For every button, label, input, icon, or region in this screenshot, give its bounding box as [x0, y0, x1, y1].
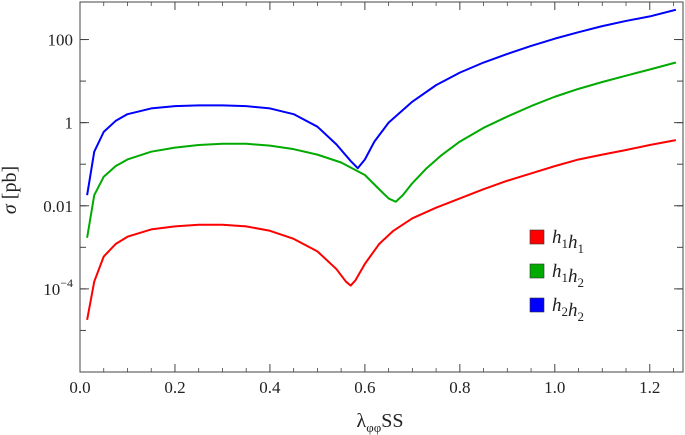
legend-swatch	[529, 297, 545, 313]
y-tick-label: 0.01	[43, 197, 73, 216]
legend-swatch	[529, 263, 545, 279]
series-group	[86, 8, 677, 321]
axis-ticks: 0.0 0.2 0.4 0.6 0.8 1.0 1.2 100 1 0.01 10−4	[43, 2, 683, 397]
x-tick-label: 1.2	[639, 378, 660, 397]
x-tick-label: 0.2	[164, 378, 185, 397]
x-tick-label: 0.4	[259, 378, 281, 397]
legend: h1h1 h1h2 h2h2	[529, 227, 584, 324]
y-tick-label: 1	[65, 114, 74, 133]
y-tick-label: 10−4	[43, 276, 73, 299]
x-tick-label: 0.0	[69, 378, 90, 397]
legend-label: h2h2	[552, 295, 584, 324]
legend-swatch	[529, 229, 545, 245]
y-tick-label: 100	[48, 31, 74, 50]
series-line-h1h2	[86, 61, 677, 238]
x-tick-label: 1.0	[544, 378, 565, 397]
x-tick-label: 0.6	[354, 378, 375, 397]
series-line-h2h2	[86, 8, 677, 196]
legend-label: h1h1	[552, 227, 584, 256]
plot-frame	[79, 1, 684, 373]
y-axis-label: σ [pb]	[0, 166, 21, 214]
x-tick-label: 0.8	[449, 378, 470, 397]
x-axis-label: λφφSS	[357, 410, 404, 435]
series-line-h1h1	[86, 139, 677, 321]
legend-label: h1h2	[552, 261, 584, 290]
